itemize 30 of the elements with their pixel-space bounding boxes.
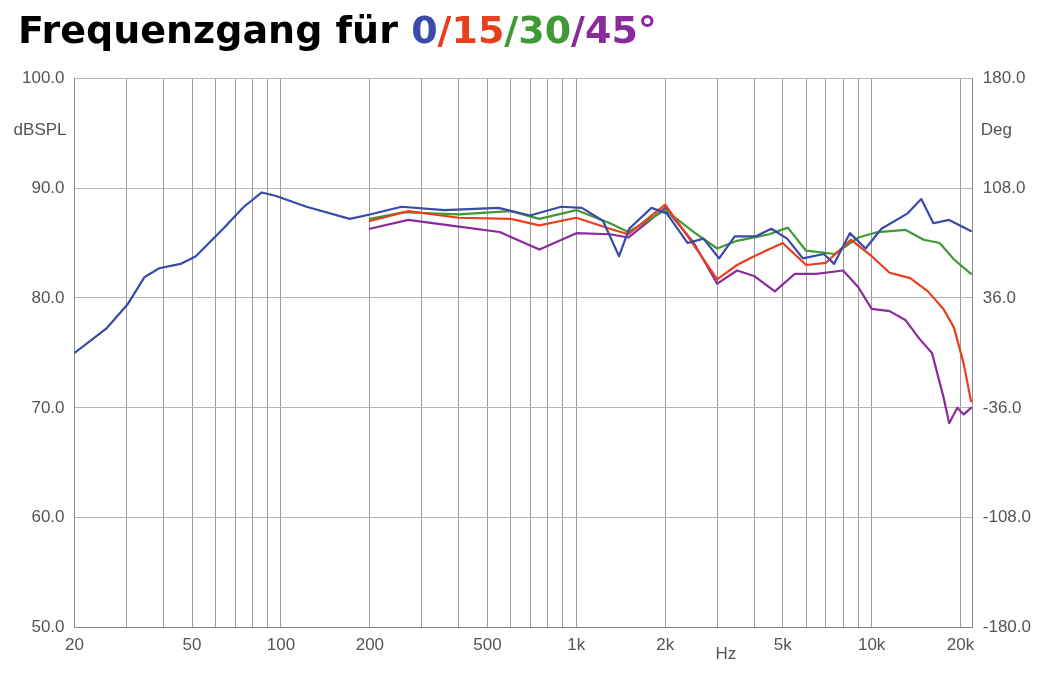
text: /30 [504, 8, 572, 52]
y-axis-title: dBSPL [13, 119, 67, 139]
y2-tick-label: 36.0 [982, 287, 1016, 307]
text: /15 [437, 8, 505, 52]
x-tick-label: 10k [857, 635, 886, 655]
y2-tick-label: 108.0 [982, 177, 1026, 197]
x-axis-title: Hz [715, 644, 737, 664]
y-tick-label: 50.0 [31, 617, 65, 637]
x-tick-label: 100 [266, 635, 296, 655]
x-tick-label: 1k [567, 635, 586, 655]
x-tick-label: 500 [473, 635, 502, 655]
x-tick-label: 2k [656, 635, 675, 655]
y-tick-label: 70.0 [31, 397, 65, 417]
y-tick-label: 100.0 [21, 67, 65, 87]
y-tick-label: 90.0 [31, 177, 65, 197]
x-tick-label: 200 [355, 635, 385, 655]
y2-tick-label: -36.0 [982, 397, 1022, 417]
y-tick-label: 80.0 [31, 287, 65, 307]
text: 0 [411, 8, 438, 52]
y2-tick-label: 180.0 [982, 67, 1026, 87]
y2-axis-title: Deg [980, 119, 1012, 139]
x-tick-label: 20 [65, 635, 84, 655]
x-tick-label: 50 [182, 635, 202, 655]
x-tick-label: 5k [773, 635, 793, 655]
x-tick-label: 20k [946, 635, 975, 655]
text: /45° [571, 8, 657, 52]
y2-tick-label: -108.0 [982, 507, 1031, 527]
y-tick-label: 60.0 [31, 507, 65, 527]
y2-tick-label: -180.0 [982, 617, 1031, 637]
chart-title: Frequenzgang für [18, 8, 398, 52]
